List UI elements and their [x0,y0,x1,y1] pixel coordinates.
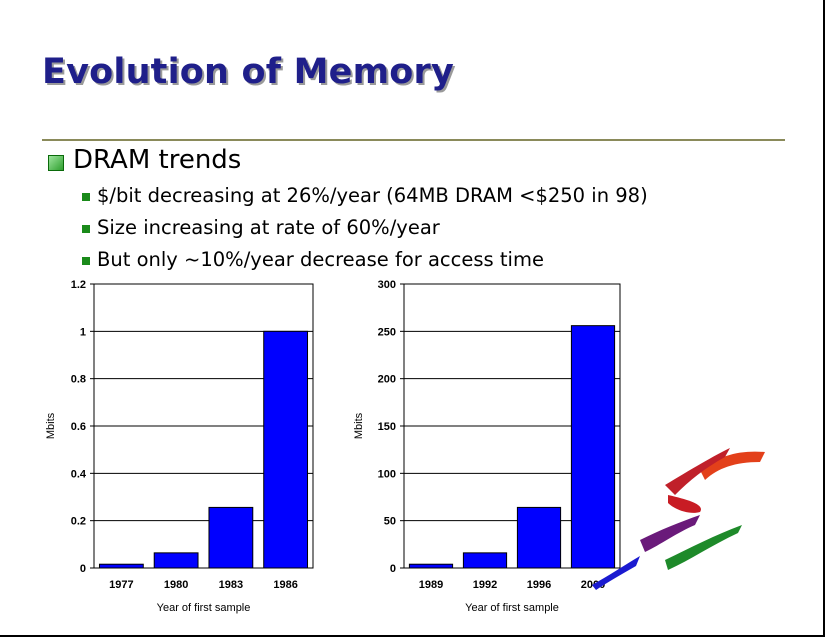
chart-1: 0 0.2 0.4 0.6 0.8 1 1.2 1977 1980 1983 1986 Year of… [45,279,314,614]
x-axis-label: Year of first sample [157,602,251,614]
bar [408,563,454,569]
bar [570,325,616,569]
bar [516,506,562,569]
x-tick-label: 1992 [473,579,497,591]
y-tick-label: 150 [378,421,396,433]
bullet-square-icon [48,155,64,171]
y-tick-label: 0 [390,563,396,575]
plot-area [93,283,314,569]
title-divider [42,139,785,141]
bullet-square-icon [82,257,90,265]
bar [263,330,309,569]
sub-bullet-text: $/bit decreasing at 26%/year (64MB DRAM … [97,184,648,207]
y-tick-label: 0.8 [71,374,86,386]
slide-title: Evolution of Memory [42,52,454,92]
bullet-square-icon [82,193,90,201]
y-axis-label: Mbits [353,412,365,439]
sub-bullet-text: But only ~10%/year decrease for access t… [97,248,544,271]
bar [153,552,199,569]
y-tick-label: 200 [378,374,396,386]
y-tick-label: 0 [80,563,86,575]
x-tick-label: 1980 [164,579,188,591]
y-tick-label: 0.4 [71,468,87,480]
y-tick-label: 1.2 [71,279,86,291]
y-tick-label: 0.2 [71,516,86,528]
bar [462,552,508,569]
chart-2: 0501001502002503001989199219962000Year o… [353,279,621,614]
main-bullet: DRAM trends [73,145,242,175]
x-tick-label: 1996 [527,579,551,591]
sub-bullet-text: Size increasing at rate of 60%/year [97,216,440,239]
x-tick-label: 1989 [419,579,443,591]
y-tick-label: 50 [384,516,396,528]
y-tick-label: 300 [378,279,396,291]
logo-ribbons-icon [592,448,765,590]
x-tick-label: 1983 [219,579,243,591]
x-tick-label: 1986 [273,579,297,591]
bullet-square-icon [82,225,90,233]
plot-area [403,283,621,569]
bar [98,563,144,569]
y-tick-label: 250 [378,326,396,338]
y-tick-label: 1 [80,326,86,338]
y-tick-label: 100 [378,468,396,480]
x-tick-label: 1977 [109,579,133,591]
y-axis-label: Mbits [45,412,57,439]
x-axis-label: Year of first sample [465,602,559,614]
bar [208,506,254,569]
y-tick-label: 0.6 [71,421,86,433]
